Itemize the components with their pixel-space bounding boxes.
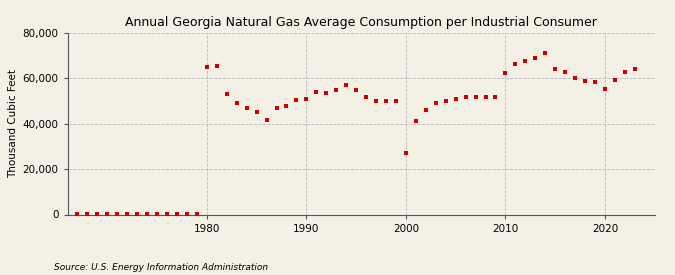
Point [161,212,172,216]
Point [580,78,591,83]
Point [72,212,83,216]
Point [520,59,531,64]
Point [371,99,381,103]
Point [470,94,481,99]
Point [391,99,402,103]
Point [331,87,342,92]
Point [182,212,192,216]
Point [540,51,551,56]
Point [360,94,371,99]
Point [232,101,242,106]
Point [211,64,222,68]
Point [291,98,302,102]
Point [490,94,501,99]
Point [599,86,610,91]
Point [460,94,471,99]
Point [102,212,113,216]
Point [301,97,312,101]
Point [431,101,441,106]
Point [510,61,521,66]
Point [560,69,570,74]
Point [261,118,272,123]
Point [381,99,392,103]
Point [630,67,641,72]
Point [311,90,322,94]
Point [112,212,123,216]
Point [192,212,202,216]
Point [620,69,630,74]
Point [92,212,103,216]
Point [440,99,451,103]
Point [410,119,421,124]
Point [82,212,92,216]
Point [550,67,561,72]
Point [500,70,511,75]
Point [480,94,491,99]
Point [281,103,292,108]
Point [251,110,262,115]
Title: Annual Georgia Natural Gas Average Consumption per Industrial Consumer: Annual Georgia Natural Gas Average Consu… [125,16,597,29]
Point [530,56,541,60]
Point [321,91,331,95]
Point [122,212,132,216]
Point [201,65,212,69]
Point [610,77,620,82]
Point [421,108,431,112]
Point [570,76,580,81]
Y-axis label: Thousand Cubic Feet: Thousand Cubic Feet [8,69,18,178]
Point [241,106,252,110]
Point [171,212,182,216]
Point [271,106,282,110]
Point [400,151,411,155]
Point [351,87,362,92]
Point [132,212,142,216]
Text: Source: U.S. Energy Information Administration: Source: U.S. Energy Information Administ… [54,263,268,272]
Point [450,97,461,101]
Point [142,212,153,216]
Point [221,92,232,97]
Point [341,83,352,87]
Point [152,212,163,216]
Point [590,79,601,84]
